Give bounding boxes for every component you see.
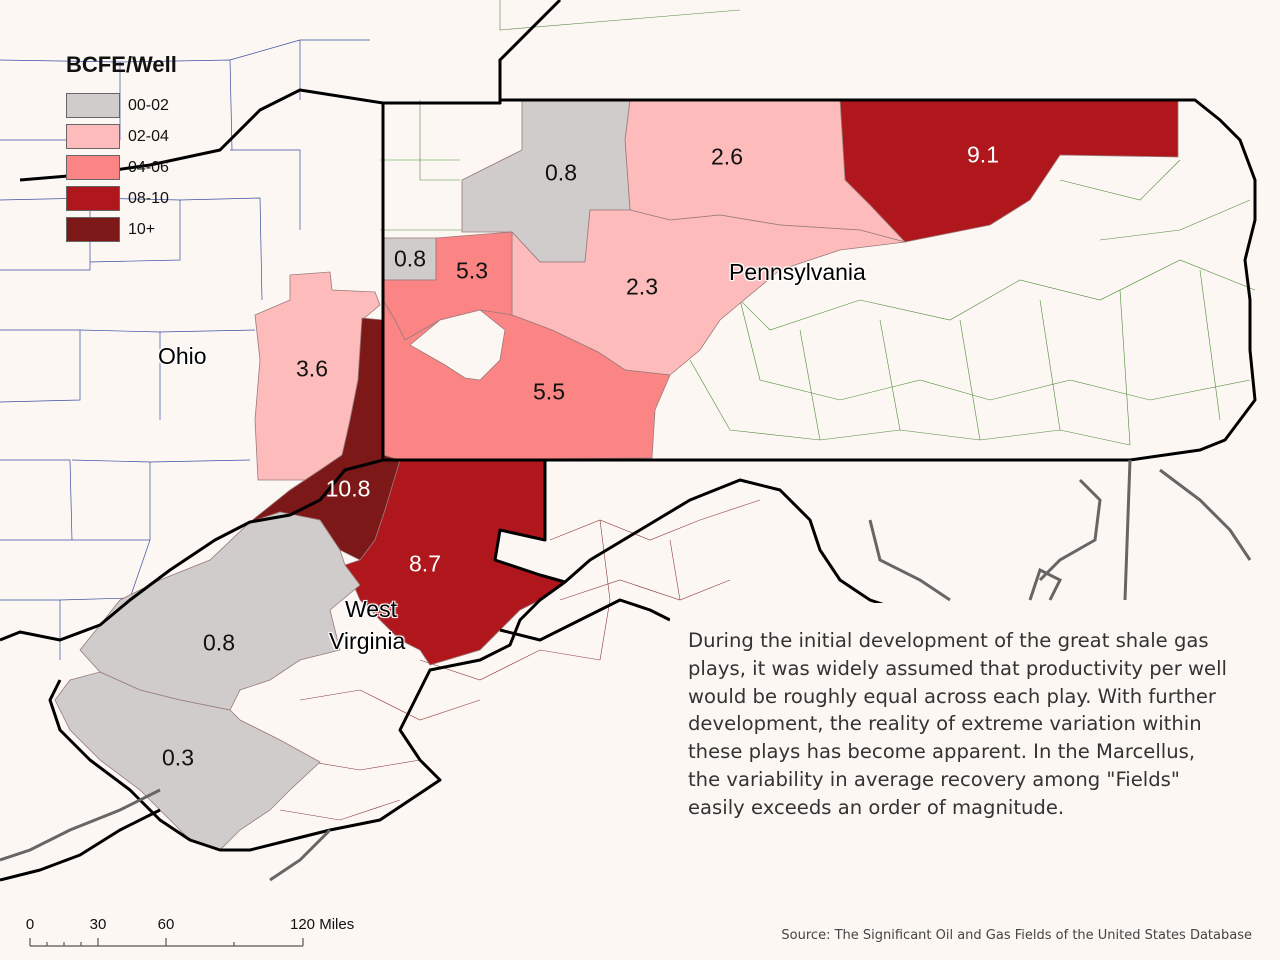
state-boundaries	[0, 0, 1257, 882]
legend-label: 02-04	[128, 127, 169, 145]
field-label: 3.6	[296, 355, 328, 382]
scale-label: 60	[157, 916, 175, 933]
ny-border	[383, 0, 562, 105]
other-boundaries	[0, 459, 1252, 882]
field-label: 0.3	[162, 744, 194, 771]
legend-label: 08-10	[128, 189, 169, 207]
legend-swatch	[66, 155, 120, 180]
field-label: 10.8	[325, 475, 371, 502]
scale-bar: 0 30 60 120 Miles	[24, 916, 384, 952]
source-credit: Source: The Significant Oil and Gas Fiel…	[781, 928, 1252, 943]
description-panel	[670, 603, 1266, 911]
description-text: During the initial development of the gr…	[688, 629, 1227, 819]
legend-item: 00-02	[66, 90, 236, 121]
legend-swatch	[66, 93, 120, 118]
wv-county-lines	[279, 499, 761, 821]
wv-east-panhandle	[564, 478, 931, 622]
scale-label: 30	[89, 916, 107, 933]
state-label-west-virginia-line2: Virginia	[329, 628, 406, 654]
pennsylvania-border	[381, 58, 1257, 462]
legend-item: 04-06	[66, 152, 236, 183]
scale-ruler	[29, 938, 304, 947]
field-label: 8.7	[409, 550, 441, 577]
ohio-river-border	[0, 103, 385, 642]
legend-item: 02-04	[66, 121, 236, 152]
field-label: 0.8	[203, 629, 235, 656]
scale-label: 0	[25, 916, 35, 933]
legend-swatch	[66, 186, 120, 211]
field-region-0-3	[54, 671, 321, 851]
field-region-0-8-south	[79, 511, 361, 711]
legend-swatch	[66, 217, 120, 242]
field-label: 0.8	[545, 159, 577, 186]
field-label: 2.6	[711, 143, 743, 170]
legend-swatch	[66, 124, 120, 149]
field-regions	[54, 99, 1179, 851]
field-label: 5.3	[456, 257, 488, 284]
pa-county-lines	[380, 0, 1256, 446]
unassigned-area	[409, 309, 506, 381]
legend-item: 08-10	[66, 183, 236, 214]
field-label: 9.1	[967, 141, 999, 168]
legend: BCFE/Well 00-02 02-04 04-06 08-10 10+	[66, 52, 236, 245]
legend-title: BCFE/Well	[66, 52, 177, 77]
west-virginia-border	[48, 460, 567, 852]
state-label-pennsylvania: Pennsylvania	[729, 259, 866, 285]
legend-label: 10+	[128, 220, 156, 238]
field-label: 5.5	[533, 378, 565, 405]
state-label-ohio: Ohio	[158, 343, 207, 369]
scale-label: 120 Miles	[290, 916, 355, 933]
field-label: 0.8	[394, 245, 426, 272]
field-region-9-1	[839, 99, 1179, 243]
field-label: 2.3	[626, 273, 658, 300]
legend-item: 10+	[66, 214, 236, 245]
legend-label: 00-02	[128, 96, 169, 114]
legend-label: 04-06	[128, 158, 169, 176]
state-label-west-virginia-line1: West	[345, 596, 397, 622]
